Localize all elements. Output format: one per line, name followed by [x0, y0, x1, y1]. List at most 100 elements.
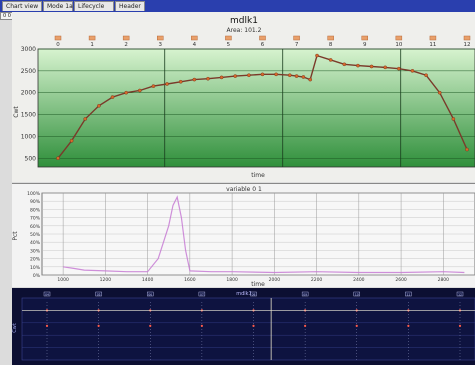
data-point: [369, 64, 374, 69]
variable-chart-title: variable 0 1: [226, 186, 262, 193]
y-tick-label: 100%: [27, 191, 41, 197]
timeline-marker[interactable]: [95, 291, 102, 297]
marker-flag[interactable]: [361, 35, 368, 41]
data-point: [451, 117, 456, 121]
timeline-marker-label: 12: [458, 293, 462, 297]
marker-label: 0: [56, 42, 60, 48]
timeline-marker[interactable]: [250, 291, 257, 297]
data-point: [465, 147, 469, 152]
timeline-event: [200, 324, 203, 327]
timeline-plot-area: [21, 297, 475, 361]
y-tick-label: 30%: [30, 248, 41, 254]
timeline-marker-label: 07: [200, 293, 204, 297]
tab-lifecycle[interactable]: Lifecycle: [74, 1, 114, 11]
timeline-event: [407, 324, 410, 327]
marker-label: 9: [363, 42, 367, 48]
data-point: [151, 84, 156, 88]
marker-label: 11: [429, 42, 436, 48]
data-point: [206, 76, 210, 81]
timeline-event: [45, 324, 49, 327]
marker-label: 12: [464, 42, 471, 48]
chart-subtitle: Area: 101.2: [227, 27, 262, 34]
y-tick-label: 0%: [33, 273, 41, 279]
data-point: [342, 62, 347, 67]
data-point: [56, 156, 60, 161]
marker-flag[interactable]: [259, 35, 266, 41]
marker-label: 5: [227, 42, 231, 48]
data-point: [178, 79, 183, 84]
marker-flag[interactable]: [463, 35, 471, 41]
x-tick-label: 1000: [57, 277, 69, 283]
timeline-marker[interactable]: [198, 291, 206, 297]
variable-y-label: Pct: [12, 231, 19, 241]
marker-flag[interactable]: [395, 35, 403, 41]
marker-flag[interactable]: [225, 35, 232, 41]
marker-flag[interactable]: [293, 35, 300, 41]
y-tick-label: 70%: [30, 216, 41, 222]
marker-label: 6: [261, 42, 265, 48]
tab-mode[interactable]: Mode 1a: [43, 1, 73, 11]
timeline-marker[interactable]: [456, 291, 464, 297]
marker-flag[interactable]: [429, 35, 437, 41]
timeline-chart: mdlk1 04 05 06 07 08 09 10 11 12 Cwt: [12, 291, 475, 361]
y-tick-label: 2500: [21, 68, 36, 75]
x-tick-label: 1800: [226, 277, 238, 283]
timeline-marker[interactable]: [353, 291, 360, 297]
data-point: [294, 74, 299, 78]
data-point: [274, 72, 278, 77]
timeline-marker-label: 10: [355, 293, 359, 297]
plot-area: [37, 48, 475, 168]
timeline-event: [97, 324, 100, 327]
data-point: [110, 95, 115, 99]
timeline-marker-label: 08: [252, 293, 256, 297]
data-point: [124, 90, 128, 95]
marker-flag[interactable]: [191, 35, 198, 41]
data-point: [410, 69, 415, 73]
data-point: [138, 88, 142, 93]
marker-flag[interactable]: [54, 35, 62, 41]
timeline-marker[interactable]: [301, 291, 309, 297]
marker-flag[interactable]: [122, 35, 130, 41]
timeline-marker-label: 11: [406, 293, 410, 297]
chart-title: mdlk1: [230, 16, 258, 26]
timeline-marker-label: 09: [303, 293, 307, 297]
timeline-title: mdlk1: [236, 291, 252, 297]
y-tick-label: 20%: [30, 257, 41, 263]
timeline-marker[interactable]: [147, 291, 154, 297]
data-point: [97, 104, 101, 108]
data-point: [69, 138, 74, 143]
marker-flag[interactable]: [88, 35, 96, 41]
data-point: [83, 117, 88, 121]
x-tick-label: 1600: [184, 277, 196, 283]
x-tick-label: 2600: [395, 277, 407, 283]
marker-flag[interactable]: [157, 35, 164, 41]
x-tick-label: 2400: [353, 277, 365, 283]
data-point: [437, 90, 442, 95]
tab-chart-view[interactable]: Chart view: [2, 1, 42, 11]
timeline-marker[interactable]: [405, 291, 412, 297]
data-point: [247, 73, 251, 78]
data-point: [308, 77, 313, 82]
marker-label: 1: [90, 42, 94, 48]
x-tick-label: 2200: [311, 277, 323, 283]
y-tick-label: 10%: [30, 265, 41, 271]
x-tick-label: 1400: [142, 277, 154, 283]
timeline-event: [149, 324, 152, 327]
data-point: [165, 82, 169, 86]
y-tick-label: 90%: [30, 199, 41, 205]
timeline-event: [355, 324, 358, 327]
tab-header[interactable]: Header: [115, 1, 145, 11]
timeline-marker[interactable]: [43, 291, 51, 297]
marker-label: 3: [159, 42, 163, 48]
x-axis-label: time: [251, 172, 265, 179]
y-axis-label: Cwt: [13, 106, 20, 118]
timeline-marker-label: 05: [97, 293, 101, 297]
data-point: [301, 75, 306, 79]
data-point: [219, 75, 224, 80]
marker-flag[interactable]: [327, 35, 334, 41]
main-chart-panel: mdlk1 Area: 101.2 0 1 2 3 4 5 6 7 8 9 10 11 12 3000 2…: [12, 12, 475, 182]
x-tick-label: 2000: [269, 277, 281, 283]
x-tick-label: 1200: [100, 277, 112, 283]
main-chart: mdlk1 Area: 101.2 0 1 2 3 4 5 6 7 8 9 10 11 12 30002…: [13, 16, 475, 179]
y-tick-label: 60%: [30, 224, 41, 230]
